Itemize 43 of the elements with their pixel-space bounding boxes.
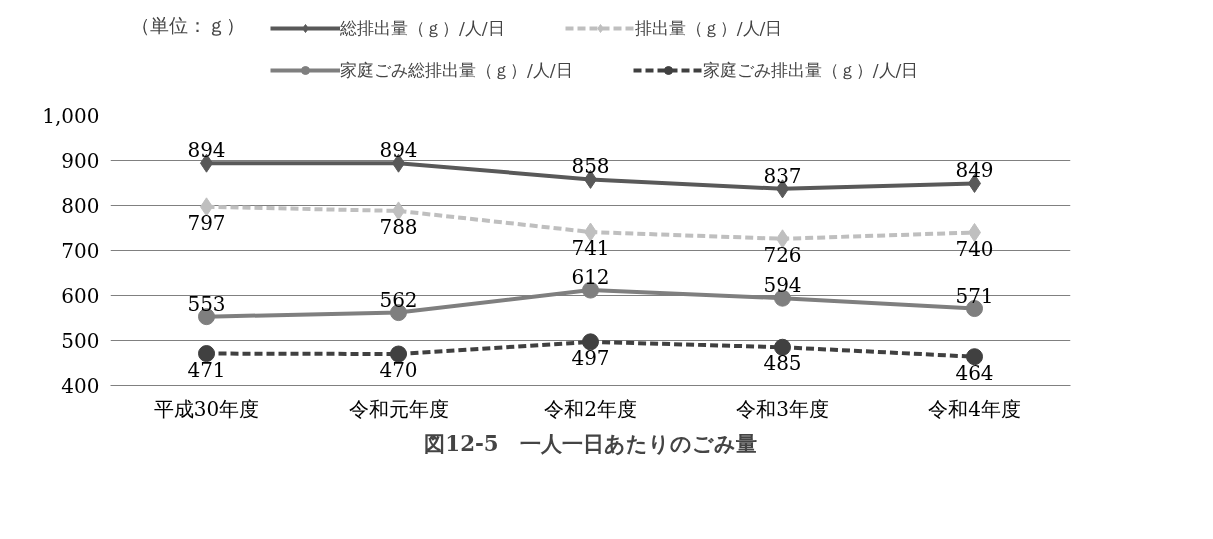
y-tick-label: 500 (61, 329, 100, 353)
text: 図12-5 一人一日あたりのごみ量 (424, 430, 757, 456)
data-label: 741 (571, 236, 610, 261)
data-label: 553 (187, 291, 226, 316)
point (774, 338, 791, 356)
data-label: 849 (955, 158, 994, 183)
legend-label: 総排出量（ｇ）/人/日 (340, 17, 505, 40)
data-label: 837 (763, 163, 802, 188)
data-label: 788 (379, 214, 418, 239)
data-label: 894 (379, 138, 418, 163)
data-label: 497 (571, 345, 610, 370)
data-label: 562 (379, 287, 418, 312)
data-label: 594 (763, 273, 802, 298)
x-tick-label: 令和元年度 (348, 396, 449, 421)
y-tick-label: 800 (61, 194, 100, 218)
data-label: 726 (763, 242, 802, 267)
x-tick-label: 令和4年度 (928, 396, 1021, 421)
legend-label: 排出量（ｇ）/人/日 (634, 17, 783, 40)
legend-label: 家庭ごみ排出量（ｇ）/人/日 (702, 59, 919, 82)
point (582, 333, 599, 351)
text: （単位：ｇ） (130, 14, 245, 36)
data-label: 612 (571, 265, 610, 290)
y-tick-label: 1,000 (42, 104, 100, 128)
data-label: 858 (571, 154, 610, 179)
y-tick-label: 700 (61, 239, 100, 263)
data-label: 471 (187, 357, 226, 382)
y-tick-label: 900 (61, 149, 100, 173)
point (966, 348, 983, 366)
data-label: 894 (187, 138, 226, 163)
data-label: 470 (379, 358, 418, 382)
x-tick-label: 令和2年度 (544, 396, 637, 421)
x-tick-label: 平成30年度 (153, 396, 260, 421)
data-label: 485 (763, 351, 802, 376)
data-label: 571 (955, 283, 994, 308)
x-tick-label: 令和3年度 (736, 396, 829, 421)
point (390, 345, 407, 363)
data-label: 797 (187, 210, 226, 235)
legend-label: 家庭ごみ総排出量（ｇ）/人/日 (340, 59, 573, 82)
y-tick-label: 400 (61, 374, 100, 398)
point (198, 345, 215, 363)
data-label: 464 (955, 360, 994, 385)
y-tick-label: 600 (61, 284, 100, 308)
data-label: 740 (955, 236, 994, 261)
